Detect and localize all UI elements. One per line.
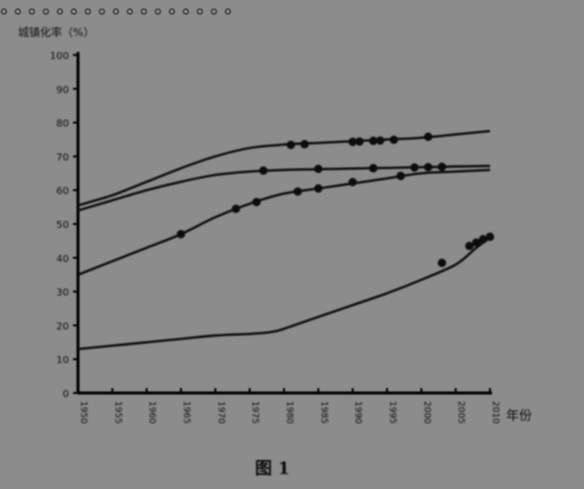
series-3-point <box>293 187 302 196</box>
y-tick-label: 30 <box>56 288 69 299</box>
y-tick-label: 0 <box>63 389 69 400</box>
series-1-point <box>424 132 433 141</box>
figure-caption: 图 1 <box>255 459 290 479</box>
x-tick-label: 2010 <box>490 401 500 424</box>
series-3-point <box>348 177 357 187</box>
series-3-point <box>176 229 186 239</box>
series-1-point <box>375 136 385 145</box>
x-tick-label: 2000 <box>421 401 431 424</box>
x-tick-label: 1950 <box>78 401 88 424</box>
series-3-point <box>252 197 261 207</box>
series-2-point <box>437 162 447 172</box>
series-2-point <box>410 163 419 172</box>
series-3-point <box>396 171 405 181</box>
y-axis-label: 城镇化率（%） <box>18 25 94 39</box>
series-line-2 <box>77 164 491 212</box>
x-tick-label: 1980 <box>284 401 294 424</box>
x-tick-label: 1975 <box>250 401 260 424</box>
y-tick-label: 20 <box>56 321 69 332</box>
x-axis-label: 年份 <box>506 409 532 424</box>
x-tick-label: 2005 <box>456 401 466 424</box>
y-tick-label: 10 <box>56 355 69 366</box>
series-1-point <box>348 137 357 147</box>
x-tick-label: 1995 <box>387 401 397 424</box>
series-2-point <box>259 166 268 175</box>
series-1-point <box>286 140 296 150</box>
y-tick-label: 90 <box>56 85 69 96</box>
x-tick-label: 1970 <box>215 401 225 424</box>
series-group <box>77 129 495 351</box>
series-3-point <box>231 204 241 213</box>
y-tick-label: 70 <box>56 152 69 163</box>
series-4-point <box>465 241 474 251</box>
series-1-point <box>389 135 399 145</box>
series-3-point <box>314 184 323 193</box>
series-2-point <box>369 164 378 173</box>
series-4-point <box>478 235 488 244</box>
series-2-point <box>424 163 433 172</box>
series-4-point <box>437 258 447 268</box>
series-line-3 <box>77 168 491 276</box>
y-tick-label: 100 <box>50 51 69 62</box>
x-tick-label: 1965 <box>181 401 191 424</box>
y-tick-label: 50 <box>56 220 69 231</box>
series-4-point <box>485 232 495 242</box>
x-tick-label: 1985 <box>318 401 328 424</box>
series-line-1 <box>77 129 491 207</box>
series-1-point <box>300 140 309 149</box>
x-tick-label: 1960 <box>147 401 157 424</box>
series-2-point <box>314 164 323 174</box>
x-axis-ticks: 1950 1955 1960 1965 1970 1975 1980 1985 1990 1995… <box>77 388 500 424</box>
series-1-point <box>355 137 364 146</box>
y-tick-label: 80 <box>56 119 69 130</box>
y-tick-label: 40 <box>56 254 69 265</box>
x-tick-label: 1955 <box>112 401 122 424</box>
series-4-point <box>472 238 481 247</box>
series-1-point <box>369 136 378 146</box>
y-tick-label: 60 <box>56 186 69 197</box>
cropped-header-text: 。。。。。。。。。。。。。。。。。 <box>0 0 248 16</box>
series-line-4 <box>77 236 491 351</box>
y-axis-ticks: 0 10 20 30 40 50 60 70 80 90 100 <box>50 51 78 400</box>
x-tick-label: 1990 <box>353 401 363 424</box>
